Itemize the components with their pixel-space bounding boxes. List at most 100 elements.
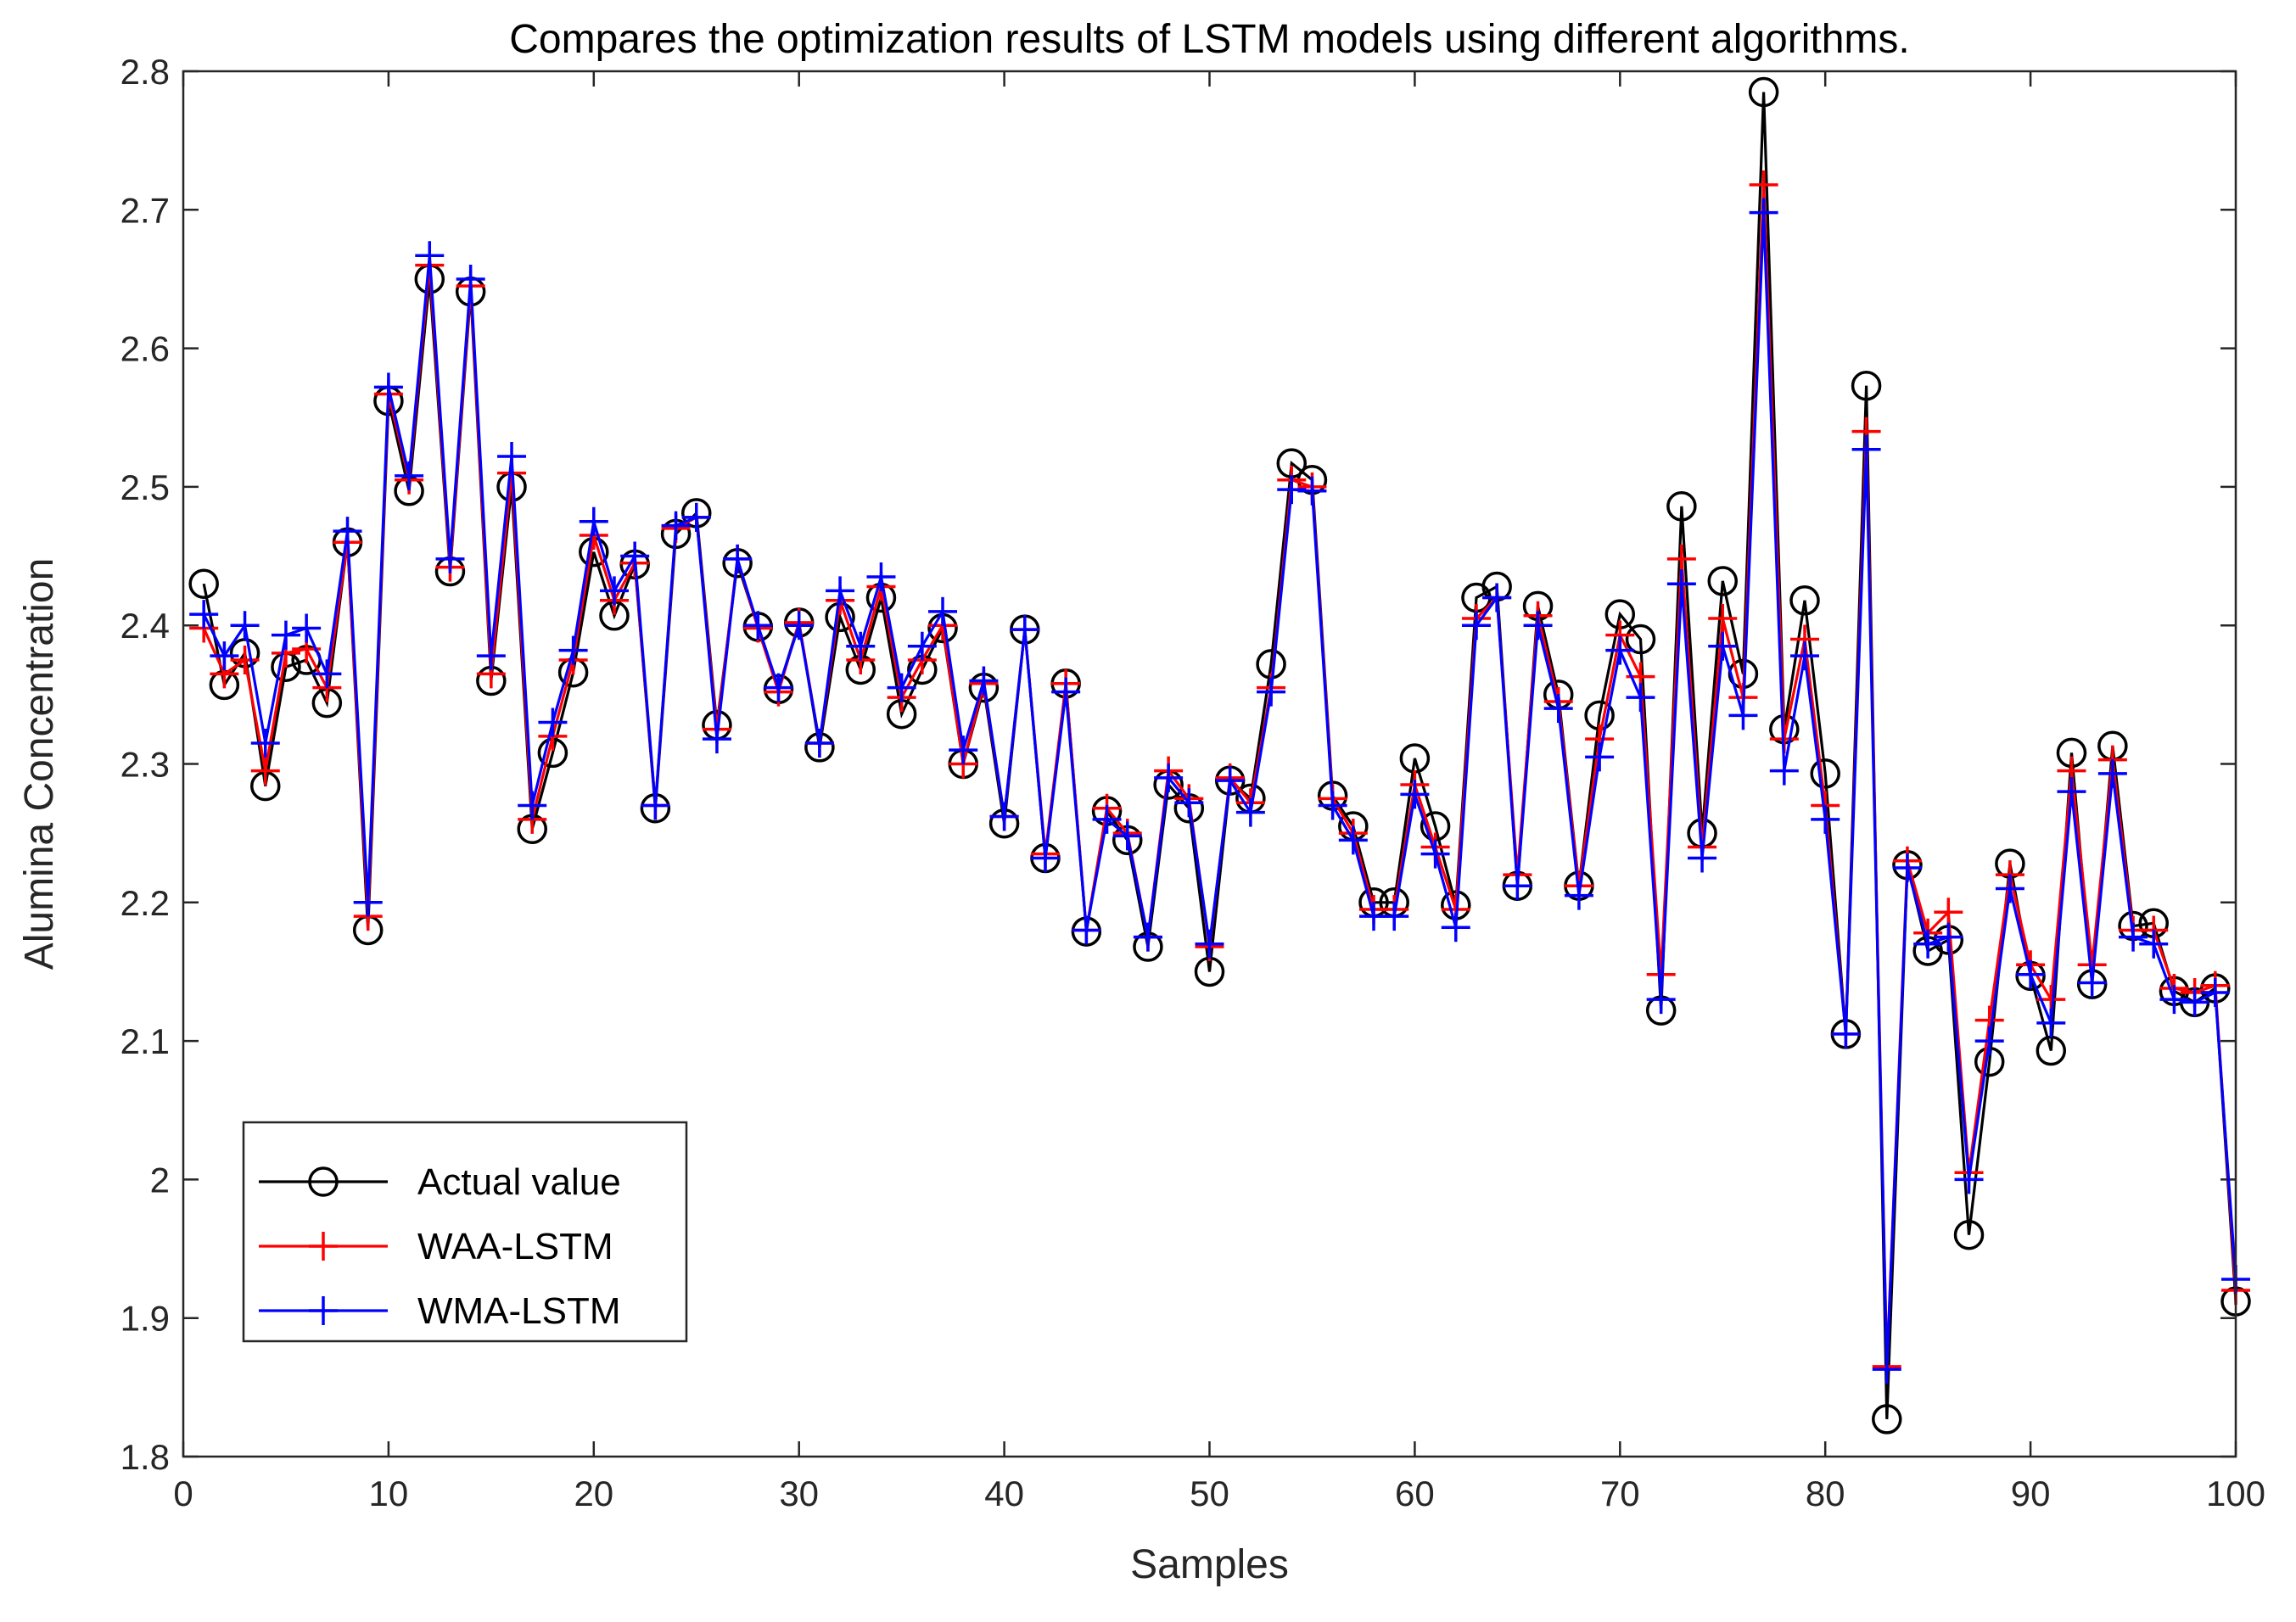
data-point	[476, 641, 506, 671]
x-tick-label: 40	[984, 1474, 1024, 1513]
data-point	[497, 441, 527, 471]
data-point	[1482, 583, 1512, 612]
x-tick-label: 50	[1190, 1474, 1229, 1513]
data-point	[1297, 476, 1327, 506]
legend-item: WMA-LSTM	[259, 1290, 621, 1332]
data-point	[1112, 821, 1142, 851]
x-tick-label: 0	[173, 1474, 193, 1513]
data-point	[1523, 611, 1553, 640]
data-point	[661, 511, 691, 540]
data-point	[1708, 631, 1738, 661]
x-tick-label: 80	[1806, 1474, 1845, 1513]
data-point	[1748, 76, 1779, 108]
data-point	[846, 631, 876, 661]
data-point	[1831, 1019, 1861, 1049]
data-point	[804, 729, 834, 758]
data-point	[1892, 853, 1922, 882]
data-point	[866, 562, 896, 592]
x-tick-label: 30	[779, 1474, 819, 1513]
data-point	[1564, 881, 1593, 910]
data-point	[2159, 985, 2189, 1015]
data-point	[1707, 566, 1738, 596]
data-point	[1974, 1026, 2004, 1056]
y-tick-label: 2.6	[120, 329, 170, 369]
data-point	[435, 544, 465, 573]
data-point	[415, 241, 445, 271]
data-point	[1400, 780, 1430, 809]
data-point	[1380, 902, 1409, 931]
data-point	[1051, 677, 1081, 707]
data-point	[1420, 839, 1450, 869]
data-point	[353, 887, 383, 917]
data-point	[1215, 766, 1245, 796]
y-axis-title: Alumina Concentration	[17, 558, 62, 970]
data-point	[1461, 611, 1491, 640]
data-point	[1625, 624, 1656, 655]
y-tick-label: 2.3	[120, 745, 170, 785]
data-point	[1503, 871, 1532, 901]
data-point	[1872, 1355, 1901, 1384]
data-point	[312, 659, 342, 689]
data-point	[1953, 1219, 1985, 1250]
data-point	[599, 576, 629, 606]
data-point	[2200, 977, 2230, 1007]
data-point	[2139, 929, 2169, 959]
data-point	[1010, 615, 1039, 645]
data-point	[1441, 913, 1470, 942]
data-point	[907, 631, 937, 661]
data-point	[1646, 985, 1676, 1015]
legend-marker	[309, 1296, 338, 1325]
legend-box	[242, 1121, 688, 1343]
data-point	[2077, 968, 2107, 998]
data-point	[2119, 922, 2148, 952]
data-point	[1934, 922, 1963, 952]
x-axis-title: Samples	[1130, 1542, 1289, 1587]
data-point	[579, 506, 608, 536]
data-point	[1811, 804, 1840, 834]
data-point	[558, 635, 588, 665]
data-point	[538, 708, 568, 737]
data-point	[1749, 198, 1778, 227]
data-point	[1195, 929, 1224, 959]
data-point	[641, 791, 670, 820]
data-point	[1790, 641, 1820, 671]
data-point	[1666, 544, 1696, 573]
data-point	[764, 673, 793, 702]
chart-title: Compares the optimization results of LST…	[509, 17, 1910, 62]
data-point	[1030, 843, 1060, 873]
data-point	[2036, 1008, 2066, 1038]
data-point	[743, 611, 773, 640]
data-point	[271, 620, 300, 650]
x-tick-label: 90	[2011, 1474, 2051, 1513]
data-point	[1872, 1404, 1902, 1435]
y-tick-label: 2.7	[120, 190, 170, 230]
y-tick-label: 2.1	[120, 1021, 170, 1061]
data-point	[373, 372, 403, 402]
data-point	[681, 502, 711, 532]
data-point	[1810, 758, 1840, 789]
data-point	[928, 596, 958, 626]
data-point	[1749, 170, 1778, 199]
data-point	[395, 461, 424, 490]
y-tick-label: 1.9	[120, 1299, 170, 1339]
data-point	[2057, 777, 2086, 807]
x-tick-label: 100	[2206, 1474, 2265, 1513]
data-point	[333, 517, 362, 546]
data-point	[1072, 915, 1101, 945]
x-tick-label: 10	[369, 1474, 409, 1513]
data-point	[989, 802, 1019, 831]
data-point	[250, 729, 280, 758]
data-point	[188, 568, 219, 599]
data-point	[1585, 742, 1615, 772]
data-point	[784, 611, 814, 640]
y-tick-label: 2	[150, 1160, 170, 1200]
legend: Actual value WAA-LSTM WMA-LSTM	[242, 1121, 688, 1343]
data-point	[1626, 683, 1655, 713]
data-point	[1789, 585, 1820, 616]
data-point	[456, 264, 485, 294]
y-tick-label: 2.5	[120, 467, 170, 507]
data-point	[518, 791, 547, 820]
data-point	[887, 673, 916, 702]
legend-marker	[308, 1166, 339, 1197]
